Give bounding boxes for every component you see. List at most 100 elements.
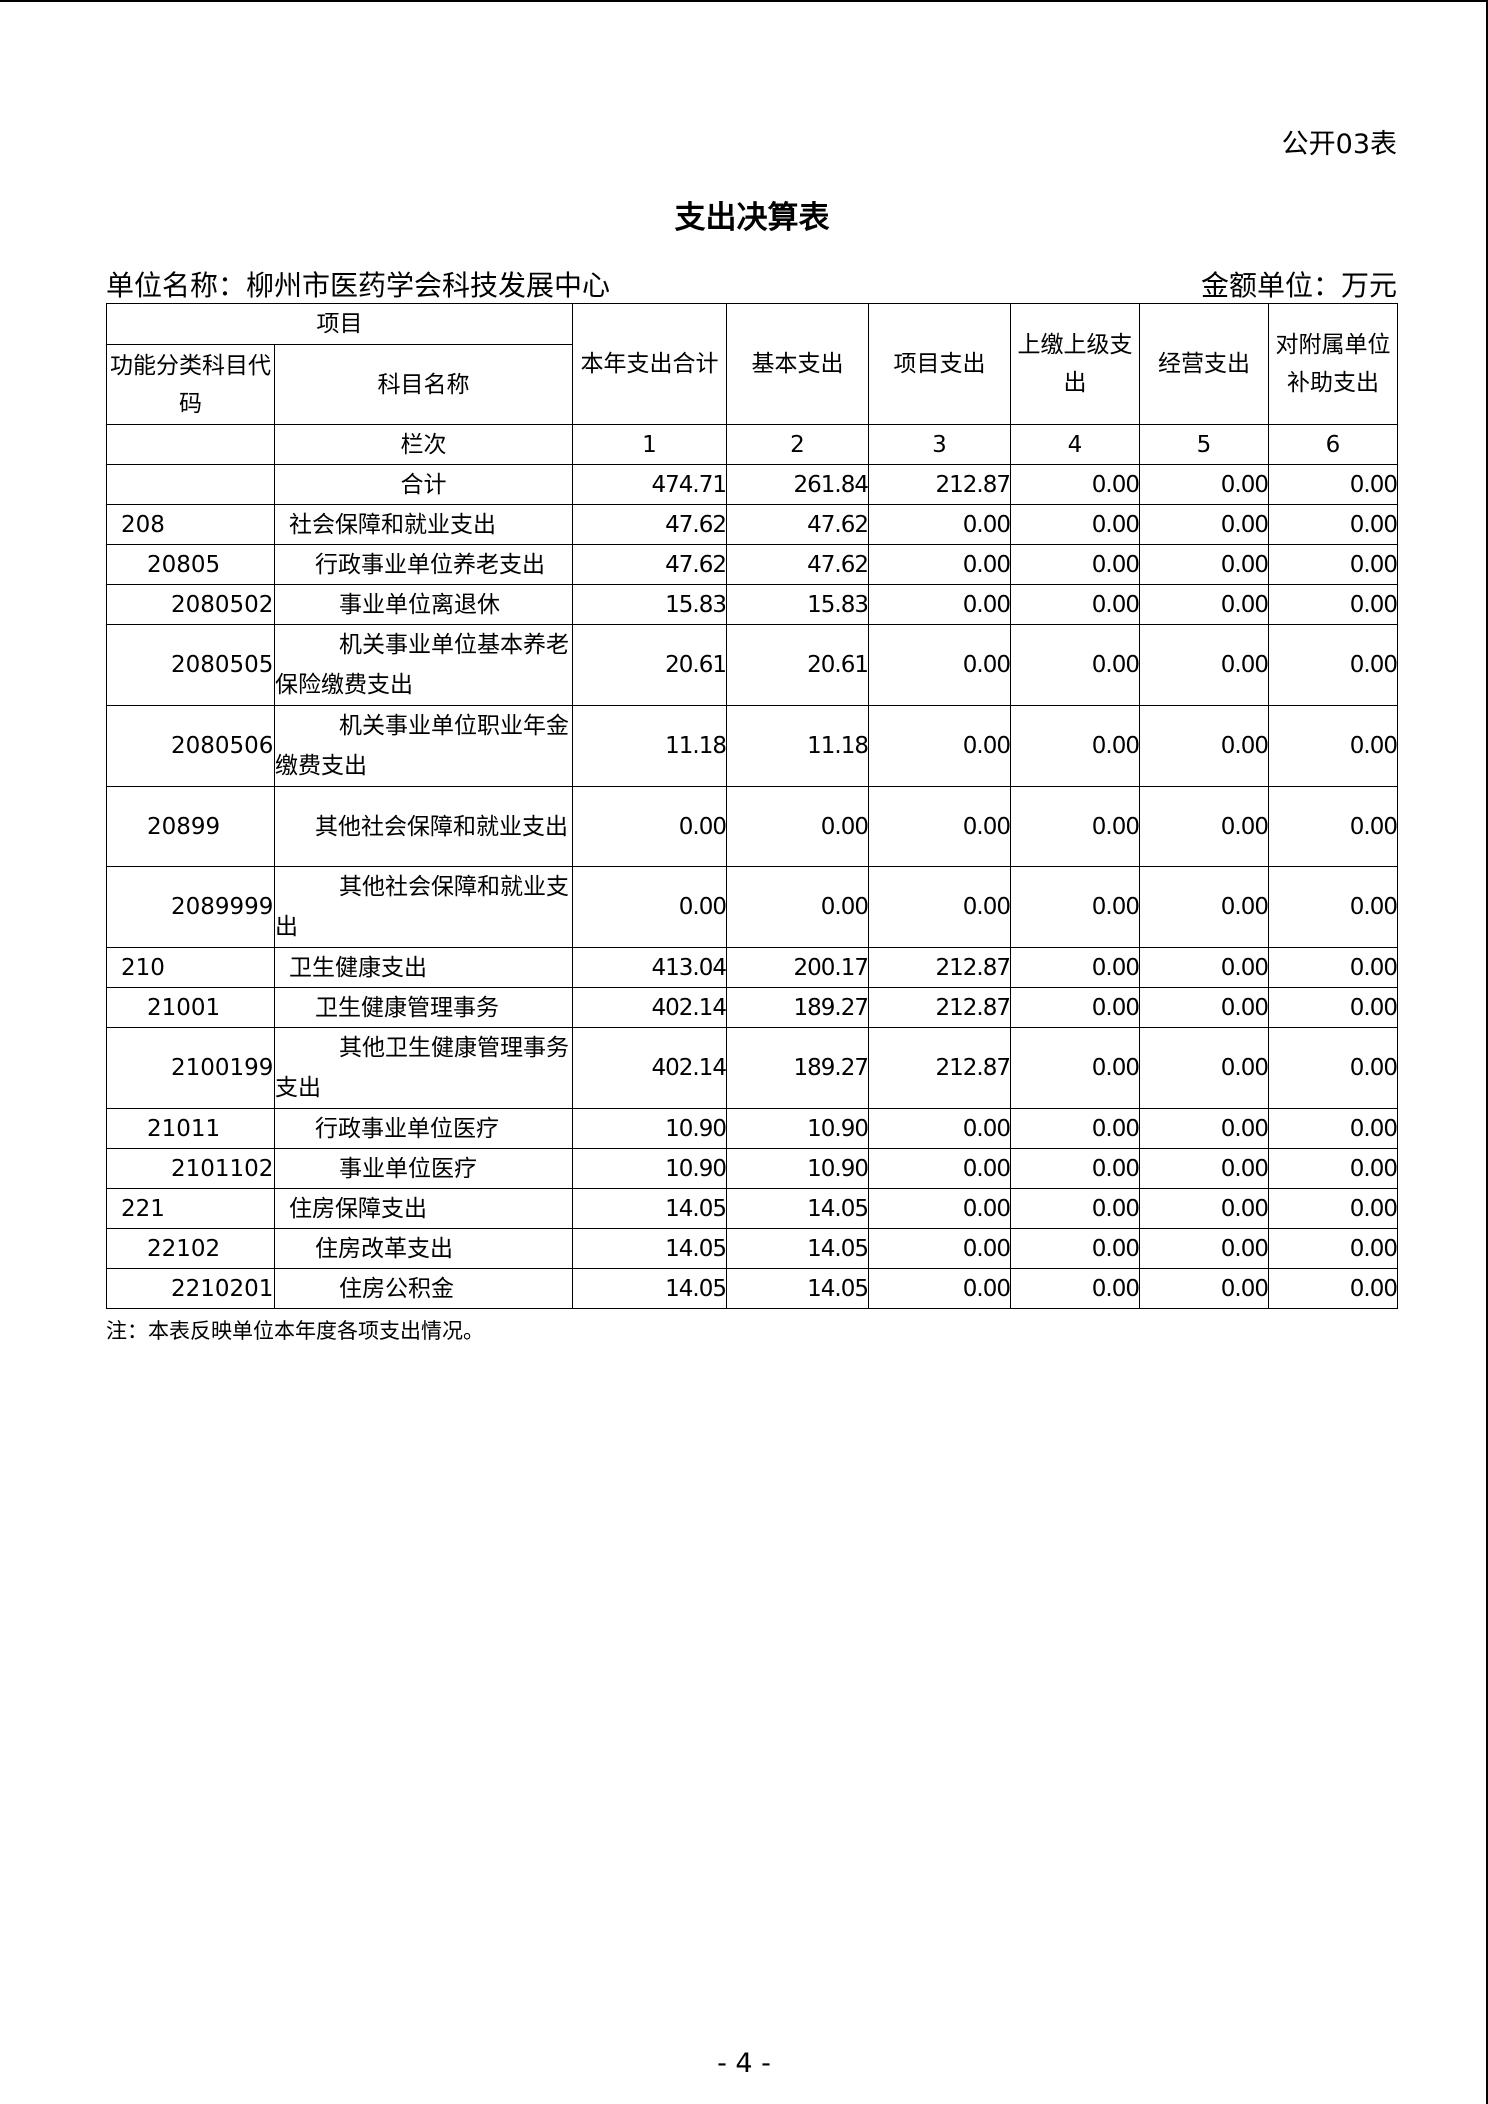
amount-cell: 0.00 bbox=[1139, 624, 1269, 706]
amount-cell: 0.00 bbox=[1268, 987, 1398, 1028]
amount-cell: 0.00 bbox=[868, 786, 1011, 867]
column-number: 4 bbox=[1010, 424, 1140, 465]
table-row: 2100199 其他卫生健康管理事务支出 402.14 189.27 212.87 0.0… bbox=[106, 1027, 1398, 1109]
amount-cell: 0.00 bbox=[868, 1228, 1011, 1269]
amount-cell: 15.83 bbox=[726, 584, 869, 625]
amount-cell: 0.00 bbox=[1268, 1027, 1398, 1109]
amount-cell: 0.00 bbox=[1139, 1027, 1269, 1109]
amount-cell: 0.00 bbox=[1268, 624, 1398, 706]
column-number: 5 bbox=[1139, 424, 1269, 465]
amount-cell: 10.90 bbox=[572, 1108, 727, 1149]
amount-cell: 0.00 bbox=[868, 1108, 1011, 1149]
amount-cell: 0.00 bbox=[1010, 624, 1140, 706]
subject-name: 住房公积金 bbox=[274, 1268, 573, 1309]
subject-code: 2080502 bbox=[106, 584, 275, 625]
amount-cell: 0.00 bbox=[1010, 1188, 1140, 1229]
amount-cell: 0.00 bbox=[1010, 1027, 1140, 1109]
amount-cell: 0.00 bbox=[1010, 786, 1140, 867]
amount-cell: 14.05 bbox=[726, 1268, 869, 1309]
amount-cell: 0.00 bbox=[868, 1188, 1011, 1229]
amount-cell: 0.00 bbox=[868, 1268, 1011, 1309]
amount-cell: 212.87 bbox=[868, 464, 1011, 505]
subject-code: 221 bbox=[106, 1188, 275, 1229]
subject-name: 合计 bbox=[274, 464, 573, 505]
amount-cell: 0.00 bbox=[1268, 786, 1398, 867]
amount-cell: 474.71 bbox=[572, 464, 727, 505]
amount-cell: 261.84 bbox=[726, 464, 869, 505]
column-number: 3 bbox=[868, 424, 1011, 465]
subject-code: 2101102 bbox=[106, 1148, 275, 1189]
amount-cell: 47.62 bbox=[572, 504, 727, 545]
amount-cell: 20.61 bbox=[726, 624, 869, 706]
subject-code: 21011 bbox=[106, 1108, 275, 1149]
amount-cell: 10.90 bbox=[726, 1108, 869, 1149]
amount-cell: 212.87 bbox=[868, 947, 1011, 988]
subject-name: 机关事业单位基本养老保险缴费支出 bbox=[274, 624, 573, 706]
column-number: 1 bbox=[572, 424, 727, 465]
amount-cell: 0.00 bbox=[1010, 504, 1140, 545]
subject-name: 其他卫生健康管理事务支出 bbox=[274, 1027, 573, 1109]
amount-cell: 14.05 bbox=[572, 1228, 727, 1269]
amount-cell: 0.00 bbox=[868, 1148, 1011, 1189]
amount-cell: 0.00 bbox=[1010, 584, 1140, 625]
amount-cell: 212.87 bbox=[868, 1027, 1011, 1109]
subject-code: 21001 bbox=[106, 987, 275, 1028]
amount-cell: 0.00 bbox=[868, 544, 1011, 585]
amount-cell: 0.00 bbox=[1010, 1108, 1140, 1149]
amount-cell: 189.27 bbox=[726, 987, 869, 1028]
table-row: 20805 行政事业单位养老支出 47.62 47.62 0.00 0.00 0.00 0.0… bbox=[106, 544, 1398, 585]
subject-name: 行政事业单位医疗 bbox=[274, 1108, 573, 1149]
subject-code: 22102 bbox=[106, 1228, 275, 1269]
subject-code: 20899 bbox=[106, 786, 275, 867]
amount-cell: 0.00 bbox=[1268, 866, 1398, 948]
amount-cell: 14.05 bbox=[572, 1188, 727, 1229]
amount-cell: 0.00 bbox=[1268, 1108, 1398, 1149]
subject-code: 2080505 bbox=[106, 624, 275, 706]
amount-cell: 0.00 bbox=[868, 584, 1011, 625]
table-row: 2089999 其他社会保障和就业支出 0.00 0.00 0.00 0.00 0.00 0.… bbox=[106, 866, 1398, 948]
header-code: 功能分类科目代码 bbox=[106, 344, 275, 425]
amount-cell: 402.14 bbox=[572, 1027, 727, 1109]
amount-cell: 0.00 bbox=[868, 866, 1011, 948]
header-col-5: 经营支出 bbox=[1139, 303, 1269, 425]
subject-code: 20805 bbox=[106, 544, 275, 585]
amount-cell: 189.27 bbox=[726, 1027, 869, 1109]
amount-cell: 0.00 bbox=[868, 705, 1011, 787]
table-row: 2080502 事业单位离退休 15.83 15.83 0.00 0.00 0.00 0.00 bbox=[106, 584, 1398, 625]
amount-cell: 10.90 bbox=[572, 1148, 727, 1189]
header-col-6: 对附属单位补助支出 bbox=[1268, 303, 1398, 425]
subject-name: 住房保障支出 bbox=[274, 1188, 573, 1229]
amount-cell: 15.83 bbox=[572, 584, 727, 625]
table-note: 注：本表反映单位本年度各项支出情况。 bbox=[106, 1319, 484, 1343]
subject-name: 卫生健康支出 bbox=[274, 947, 573, 988]
amount-cell: 11.18 bbox=[572, 705, 727, 787]
subject-name: 事业单位离退休 bbox=[274, 584, 573, 625]
header-col-4: 上缴上级支出 bbox=[1010, 303, 1140, 425]
amount-cell: 0.00 bbox=[1010, 947, 1140, 988]
column-number: 2 bbox=[726, 424, 869, 465]
header-name: 科目名称 bbox=[274, 344, 573, 425]
amount-cell: 0.00 bbox=[726, 866, 869, 948]
amount-cell: 0.00 bbox=[1139, 584, 1269, 625]
row-label: 栏次 bbox=[274, 424, 573, 465]
row-label-blank bbox=[106, 424, 275, 465]
amount-cell: 14.05 bbox=[726, 1228, 869, 1269]
subject-code: 2080506 bbox=[106, 705, 275, 787]
amount-cell: 0.00 bbox=[1268, 1188, 1398, 1229]
amount-cell: 0.00 bbox=[1268, 1268, 1398, 1309]
amount-cell: 0.00 bbox=[1139, 1108, 1269, 1149]
amount-cell: 0.00 bbox=[1268, 544, 1398, 585]
table-row: 221 住房保障支出 14.05 14.05 0.00 0.00 0.00 0.00 bbox=[106, 1188, 1398, 1229]
amount-cell: 0.00 bbox=[1010, 987, 1140, 1028]
amount-cell: 0.00 bbox=[1139, 866, 1269, 948]
subject-name: 社会保障和就业支出 bbox=[274, 504, 573, 545]
amount-cell: 212.87 bbox=[868, 987, 1011, 1028]
amount-cell: 0.00 bbox=[1010, 544, 1140, 585]
amount-cell: 0.00 bbox=[1139, 464, 1269, 505]
amount-cell: 0.00 bbox=[1010, 1268, 1140, 1309]
header-col-3: 项目支出 bbox=[868, 303, 1011, 425]
unit-name: 单位名称：柳州市医药学会科技发展中心 bbox=[106, 269, 611, 302]
subject-name: 事业单位医疗 bbox=[274, 1148, 573, 1189]
amount-cell: 0.00 bbox=[1010, 705, 1140, 787]
